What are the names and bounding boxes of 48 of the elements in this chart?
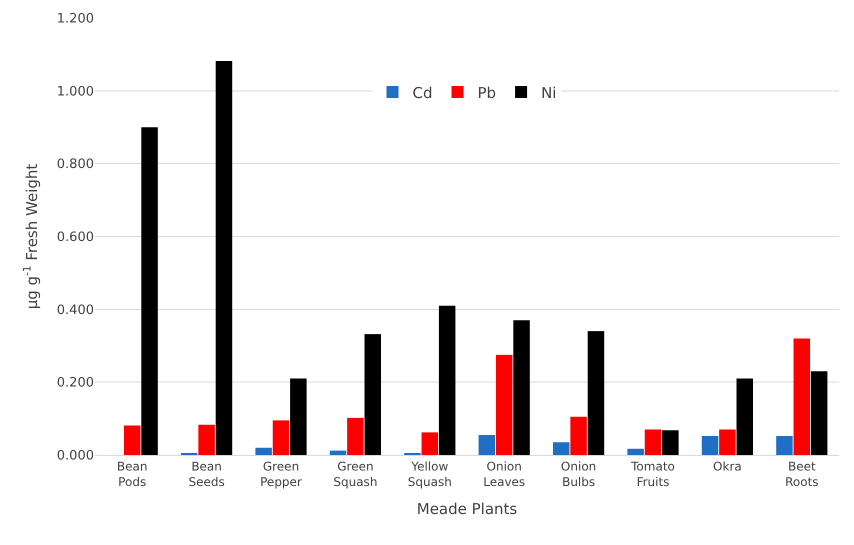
- bar: [702, 436, 718, 455]
- x-axis-title: Meade Plants: [416, 500, 518, 518]
- y-tick-label: 0.800: [56, 157, 94, 172]
- y-tick-label: 0.400: [56, 302, 94, 318]
- bar: [364, 334, 382, 455]
- legend-label: Cd: [412, 84, 432, 102]
- bar: [552, 442, 570, 455]
- bar: [478, 434, 496, 455]
- bar: [644, 430, 662, 455]
- legend-label: Pb: [478, 84, 496, 102]
- x-tick-label: Onion Leaves: [483, 459, 526, 489]
- x-tick-label: Okra: [713, 459, 742, 474]
- x-tick-label: Onion Bulbs: [560, 459, 596, 489]
- bar: [272, 420, 290, 455]
- bar: [794, 338, 810, 455]
- y-tick-label: 0.600: [56, 230, 94, 246]
- bar: [216, 60, 232, 455]
- bar: [124, 426, 140, 455]
- bar: [347, 418, 364, 455]
- y-tick-label: 0.000: [56, 448, 94, 464]
- bar: [570, 416, 587, 455]
- x-tick-label: Tomato Fruits: [630, 459, 675, 489]
- bar: [422, 432, 438, 455]
- x-tick-label: Bean Seeds: [188, 459, 225, 489]
- x-tick-label: Green Squash: [333, 459, 378, 489]
- bar: [588, 331, 604, 455]
- y-tick-label: 1.000: [56, 84, 94, 100]
- bar: [627, 448, 644, 455]
- x-tick-label: Yellow Squash: [408, 459, 452, 489]
- bar: [290, 378, 307, 455]
- bar: [776, 436, 793, 455]
- bar: [513, 320, 530, 455]
- y-tick-label: 0.200: [56, 376, 94, 391]
- bar: [198, 424, 215, 455]
- bar: [141, 127, 158, 455]
- bar: [662, 430, 679, 455]
- bar: [255, 448, 272, 455]
- x-tick-label: Beet Roots: [785, 459, 819, 489]
- bar: [810, 371, 828, 455]
- y-tick-label: 1.200: [56, 12, 94, 27]
- bar: [330, 450, 346, 455]
- bar: [438, 306, 456, 455]
- bar: [719, 430, 736, 455]
- x-tick-label: Bean Pods: [116, 459, 148, 489]
- legend-label: Ni: [541, 84, 556, 102]
- x-tick-label: Green Pepper: [260, 459, 302, 489]
- bar: [736, 378, 754, 455]
- bar: [496, 354, 512, 455]
